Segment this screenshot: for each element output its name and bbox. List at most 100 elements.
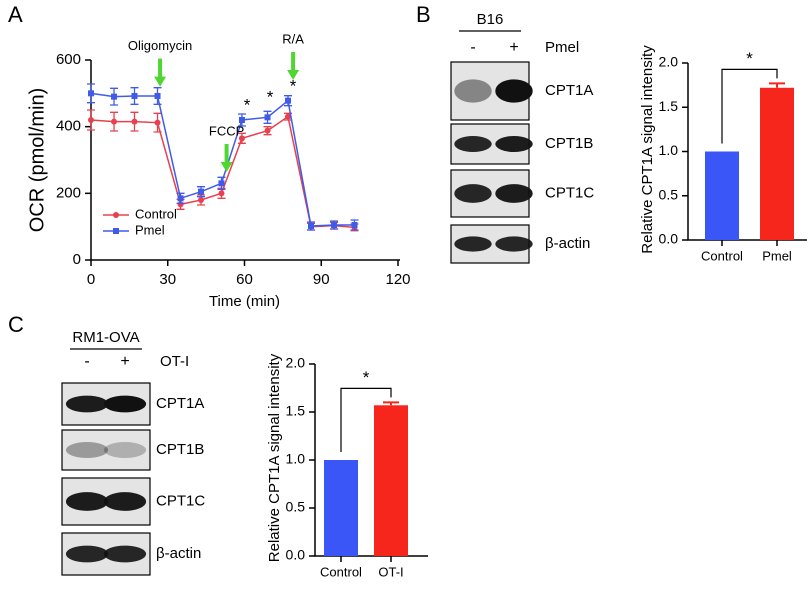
blot-band — [65, 545, 109, 563]
marker — [264, 114, 271, 121]
x-tick-label: Control — [320, 564, 362, 579]
marker — [284, 97, 291, 104]
x-tick-label: Control — [701, 248, 743, 263]
y-tick-label: 0 — [73, 251, 81, 268]
bar — [760, 87, 794, 240]
error-bar — [383, 401, 399, 406]
marker — [177, 195, 184, 202]
blot-band — [454, 136, 492, 152]
annotation-arrow — [154, 58, 167, 87]
panel-letter: B — [416, 2, 431, 27]
annotation: R/A — [282, 31, 304, 46]
blot-band — [65, 442, 109, 458]
lane-label: + — [120, 353, 129, 370]
marker — [351, 222, 358, 228]
marker — [154, 93, 161, 99]
blot-header: B16 — [477, 11, 504, 28]
x-tick-label: 120 — [385, 271, 410, 288]
marker — [284, 113, 291, 120]
marker — [131, 93, 138, 99]
y-tick-label: 0.5 — [286, 499, 306, 515]
annotation-arrow — [287, 52, 300, 80]
blot-row-label: CPT1A — [156, 395, 204, 412]
lane-label: - — [84, 353, 89, 370]
y-tick-label: 0.0 — [286, 547, 306, 563]
blot-box — [61, 429, 151, 471]
y-tick-label: 2.0 — [286, 355, 306, 371]
marker — [238, 135, 245, 142]
significance-bracket — [340, 387, 392, 452]
significance-star: * — [244, 95, 251, 114]
blot-band — [454, 184, 492, 203]
blot-band — [103, 442, 147, 458]
blot-row-label: CPT1A — [545, 82, 593, 99]
blot-row-label: β-actin — [545, 235, 590, 252]
significance-bracket — [721, 68, 778, 144]
y-tick-label: 1.0 — [286, 451, 306, 467]
blot-row-label: CPT1C — [545, 184, 594, 201]
marker — [264, 127, 271, 134]
blot-band — [65, 395, 109, 413]
blot-band — [495, 236, 533, 252]
blot-band — [65, 492, 109, 511]
blot-row-label: CPT1C — [156, 492, 205, 509]
legend-marker — [113, 228, 119, 234]
legend-label: Pmel — [135, 222, 165, 237]
x-tick-label: Pmel — [762, 248, 792, 263]
bar — [324, 460, 358, 556]
y-tick-label: 400 — [56, 118, 81, 135]
blot-header: RM1-OVA — [72, 329, 139, 346]
blot-band — [103, 545, 147, 563]
annotation: Oligomycin — [128, 38, 192, 53]
y-axis-label: OCR (pmol/min) — [26, 88, 48, 232]
significance-star: * — [267, 87, 274, 106]
y-tick-label: 1.0 — [659, 142, 679, 158]
marker — [198, 188, 205, 195]
x-tick-label: 90 — [313, 271, 330, 288]
y-tick-label: 200 — [56, 184, 81, 201]
marker — [218, 180, 225, 187]
x-tick-label: 30 — [159, 271, 176, 288]
annotation-arrow — [220, 144, 233, 172]
marker — [218, 190, 225, 197]
panel-letter: C — [8, 312, 24, 337]
condition-label: Pmel — [545, 39, 579, 56]
y-tick-label: 0.5 — [659, 186, 679, 202]
x-tick-label: OT-I — [378, 564, 403, 579]
blot-band — [454, 236, 492, 252]
lane-label: + — [509, 39, 518, 56]
y-tick-label: 1.5 — [659, 98, 679, 114]
blot-band — [103, 395, 147, 413]
significance-star: * — [746, 49, 753, 68]
x-axis-label: Time (min) — [209, 293, 280, 310]
marker — [308, 223, 315, 229]
panel-letter: A — [8, 2, 23, 27]
marker — [111, 93, 118, 100]
y-tick-label: 600 — [56, 51, 81, 68]
bar — [374, 405, 408, 556]
blot-row-label: CPT1B — [545, 135, 593, 152]
lane-label: - — [470, 39, 475, 56]
y-axis-label: Relative CPT1A signal intensity — [639, 45, 656, 254]
marker — [88, 90, 94, 97]
y-tick-label: 2.0 — [659, 54, 679, 70]
marker — [88, 117, 94, 123]
significance-star: * — [290, 76, 297, 95]
bar — [705, 151, 739, 240]
condition-label: OT-I — [160, 353, 189, 370]
marker — [111, 118, 118, 125]
y-tick-label: 1.5 — [286, 403, 306, 419]
significance-star: * — [363, 368, 370, 387]
annotation: FCCP — [209, 123, 244, 138]
blot-band — [454, 79, 492, 103]
marker — [131, 118, 138, 125]
marker — [331, 222, 338, 228]
y-axis-label: Relative CPT1A signal intensity — [266, 353, 283, 562]
legend-marker — [113, 212, 119, 218]
blot-band — [495, 79, 533, 103]
marker — [238, 117, 245, 123]
blot-row-label: β-actin — [156, 545, 201, 562]
marker — [198, 197, 205, 203]
marker — [154, 119, 161, 126]
